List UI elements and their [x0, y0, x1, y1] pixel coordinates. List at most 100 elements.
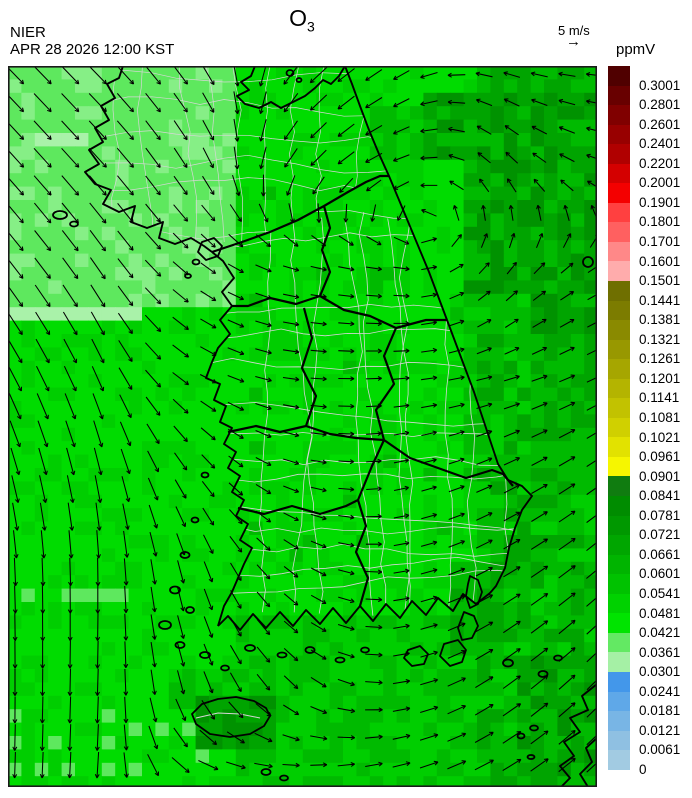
colorbar-tick-label: 0.0361	[639, 644, 681, 660]
colorbar-cell	[608, 476, 630, 497]
jeju-county-line	[195, 712, 261, 719]
colorbar-tick-label: 0.2801	[639, 97, 681, 113]
colorbar-cell	[608, 691, 630, 712]
colorbar-tick-label: 0.1901	[639, 194, 681, 210]
colorbar-cell	[608, 398, 630, 418]
ganghwa-island	[197, 237, 223, 261]
colorbar-cell	[608, 632, 630, 653]
colorbar-cell	[608, 554, 630, 575]
colorbar-cell	[608, 144, 630, 164]
coastlines	[84, 66, 597, 787]
unit-label: ppmV	[616, 41, 656, 58]
wind-scale-label: 5 m/s	[558, 23, 590, 38]
colorbar-tick-label: 0.0421	[639, 625, 681, 641]
colorbar-tick-label: 0.1021	[639, 429, 681, 445]
colorbar-tick-label: 0.0541	[639, 586, 681, 601]
colorbar-tick-label: 0.1601	[639, 253, 681, 269]
colorbar-labels: 0.3001 0.2801 0.2601 0.2401 0.2201 0.2001 0.19…	[639, 66, 691, 786]
coastline-west	[205, 251, 253, 627]
colorbar-tick-label: 0.1441	[639, 292, 681, 308]
colorbar-tick-label: 0	[639, 762, 647, 777]
colorbar-cell	[608, 378, 630, 399]
coastline-nk-west	[84, 66, 213, 253]
agency-label: NIER	[10, 24, 46, 41]
colorbar-tick-label: 0.1801	[639, 214, 681, 230]
island	[69, 220, 79, 228]
colorbar-cell	[608, 535, 630, 555]
colorbar-cell	[608, 711, 630, 731]
colorbar-tick-label: 0.0601	[639, 566, 681, 582]
island	[304, 646, 316, 654]
island	[174, 641, 186, 649]
colorbar-tick-label: 0.0781	[639, 507, 681, 523]
island	[191, 258, 201, 266]
colorbar-cell	[608, 222, 630, 242]
iki-island	[502, 658, 514, 668]
island	[279, 774, 289, 782]
baengnyeong-island	[52, 210, 68, 220]
colorbar-cell	[608, 613, 630, 633]
coastline-east	[344, 66, 533, 594]
island	[516, 732, 526, 740]
colorbar-cell	[608, 671, 630, 692]
colorbar-cell	[608, 320, 630, 340]
namhae-island	[403, 645, 429, 667]
colorbar-tick-label: 0.1201	[639, 370, 681, 386]
colorbar-cell	[608, 437, 630, 457]
island	[199, 651, 211, 659]
colorbar-cell	[608, 339, 630, 360]
colorbar-tick-label: 0.0481	[639, 605, 681, 621]
colorbar-tick-label: 0.1701	[639, 234, 681, 249]
colorbar-cell	[608, 300, 630, 321]
island	[190, 516, 200, 524]
island	[200, 471, 210, 479]
colorbar	[608, 66, 630, 770]
colorbar-cell	[608, 85, 630, 106]
colorbar-cell	[608, 574, 630, 594]
map-canvas	[8, 66, 597, 787]
island	[260, 768, 272, 776]
colorbar-cell	[608, 750, 630, 770]
island	[537, 670, 549, 678]
tsushima-north	[465, 575, 483, 609]
colorbar-tick-label: 0.1081	[639, 410, 681, 425]
island	[526, 754, 536, 760]
wind-arrows	[8, 66, 597, 779]
colorbar-cell	[608, 593, 630, 614]
colorbar-tick-label: 0.2601	[639, 116, 681, 132]
concentration-field	[8, 66, 597, 787]
colorbar-tick-label: 0.2201	[639, 155, 681, 171]
colorbar-tick-label: 0.1141	[639, 390, 680, 406]
wind-scale-arrow-icon: →	[566, 33, 581, 50]
tsushima-south	[457, 611, 479, 641]
island	[244, 644, 256, 652]
colorbar-tick-label: 0.0901	[639, 468, 681, 484]
colorbar-tick-label: 0.0841	[639, 488, 681, 504]
forecast-map	[8, 66, 597, 787]
page-title: O3	[262, 5, 342, 35]
colorbar-cell	[608, 456, 630, 477]
colorbar-tick-label: 0.0061	[639, 742, 681, 758]
colorbar-cell	[608, 496, 630, 516]
datetime-label: APR 28 2026 12:00 KST	[10, 41, 175, 58]
colorbar-tick-label: 0.0121	[639, 722, 681, 738]
colorbar-cell	[608, 124, 630, 145]
colorbar-cell	[608, 417, 630, 438]
island	[220, 664, 230, 672]
island	[529, 724, 539, 732]
colorbar-cell	[608, 163, 630, 184]
colorbar-tick-label: 0.0661	[639, 546, 681, 562]
colorbar-cell	[608, 241, 630, 262]
island	[169, 585, 181, 595]
geoje-island	[439, 639, 467, 667]
title-main-text: O	[289, 5, 308, 31]
island	[276, 651, 288, 659]
colorbar-cell	[608, 652, 630, 672]
colorbar-tick-label: 0.1381	[639, 312, 681, 328]
colorbar-tick-label: 0.0721	[639, 527, 681, 543]
colorbar-cell	[608, 202, 630, 223]
colorbar-tick-label: 0.2401	[639, 136, 681, 152]
coastline-haeju-bay	[236, 66, 346, 109]
colorbar-cell	[608, 281, 630, 301]
colorbar-cell	[608, 515, 630, 536]
